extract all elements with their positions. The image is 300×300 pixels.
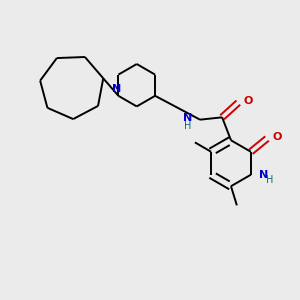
- Text: N: N: [183, 113, 192, 124]
- Text: O: O: [244, 96, 253, 106]
- Text: H: H: [266, 175, 274, 185]
- Text: H: H: [184, 121, 192, 130]
- Text: N: N: [259, 170, 268, 180]
- Text: N: N: [112, 84, 122, 94]
- Text: O: O: [272, 132, 282, 142]
